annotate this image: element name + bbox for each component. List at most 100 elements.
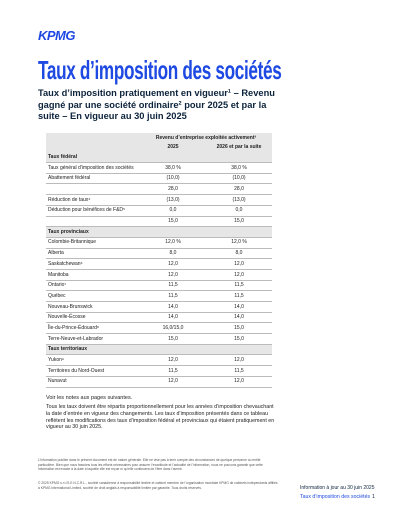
- rate-cell: 12,0: [206, 258, 272, 270]
- row: Déduction pour bénéfices de F&D⁵ 0,0 0,0: [46, 205, 272, 217]
- section-title: Taux fédéral: [46, 152, 272, 164]
- row-label: Nouvelle-Écosse: [46, 312, 140, 324]
- rate-cell: 14,0: [140, 312, 206, 324]
- section-row: Taux provinciaux: [46, 226, 272, 238]
- row-label: Déduction pour bénéfices de F&D⁵: [46, 205, 140, 217]
- row-label: Yukon⁹: [46, 354, 140, 367]
- rate-cell: 0,0: [140, 205, 206, 217]
- row-label: Manitoba: [46, 269, 140, 281]
- cell: [46, 133, 140, 143]
- rate-cell: 38,0 %: [140, 162, 206, 174]
- rate-cell: (10,0): [140, 173, 206, 185]
- row-label: Réduction de taux⁴: [46, 194, 140, 206]
- rate-cell: 15,0: [206, 322, 272, 335]
- rate-cell: 12,0: [140, 269, 206, 281]
- rate-cell: 14,0: [206, 301, 272, 313]
- see-notes: Voir les notes aux pages suivantes.: [46, 395, 133, 401]
- cell: [46, 183, 140, 196]
- rate-cell: 14,0: [140, 301, 206, 313]
- row: Nouvelle-Écosse 14,0 14,0: [46, 312, 272, 324]
- rate-cell: 38,0 %: [206, 162, 272, 174]
- row: Territoires du Nord-Ouest 11,5 11,5: [46, 365, 272, 377]
- copyright: © 2025 KPMG s.r.l./S.E.N.C.R.L., société…: [38, 481, 278, 490]
- section-row: Taux fédéral: [46, 152, 272, 164]
- row: 15,0 15,0: [46, 216, 272, 228]
- row: Yukon⁹ 12,0 12,0: [46, 354, 272, 367]
- rate-cell: 11,5: [206, 290, 272, 302]
- rate-cell: 12,0 %: [140, 237, 206, 249]
- rate-cell: (13,0): [140, 194, 206, 206]
- column-header: 2026 et par la suite: [206, 142, 272, 153]
- section-title: Taux provinciaux: [46, 226, 272, 238]
- row-label: Colombie-Britannique: [46, 237, 140, 249]
- row: Abattement fédéral (10,0) (10,0): [46, 173, 272, 185]
- row-label: Québec: [46, 290, 140, 302]
- row-label: Abattement fédéral: [46, 173, 140, 185]
- row: Ontario⁷ 11,5 11,5: [46, 280, 272, 292]
- rate-cell: 0,0: [206, 205, 272, 217]
- cell: [46, 216, 140, 228]
- footer-title: Taux d’imposition des sociétés: [300, 494, 371, 500]
- row: Réduction de taux⁴ (13,0) (13,0): [46, 194, 272, 206]
- row-label: Nunavut: [46, 376, 140, 388]
- row: Québec 11,5 11,5: [46, 290, 272, 302]
- group-header: Revenu d’entreprise exploitée activement…: [140, 133, 272, 143]
- rate-cell: 14,0: [206, 312, 272, 324]
- rate-cell: 15,0: [206, 333, 272, 345]
- rate-cell: 12,0: [206, 376, 272, 388]
- rate-cell: 12,0: [140, 376, 206, 388]
- row: Nunavut 12,0 12,0: [46, 376, 272, 388]
- rate-cell: 12,0: [206, 354, 272, 367]
- rate-cell: 11,5: [206, 365, 272, 377]
- footer-date: Information à jour au 30 juin 2025: [300, 485, 375, 491]
- row-label: Taux général d’imposition des sociétés: [46, 162, 140, 174]
- row: Alberta 8,0 8,0: [46, 248, 272, 260]
- rate-cell: 11,5: [140, 365, 206, 377]
- rate-cell: (13,0): [206, 194, 272, 206]
- row: Colombie-Britannique 12,0 % 12,0 %: [46, 237, 272, 249]
- row: Terre-Neuve-et-Labrador 15,0 15,0: [46, 333, 272, 345]
- column-header: 2025: [140, 142, 206, 153]
- disclaimer: L’information publiée dans le présent do…: [38, 458, 263, 471]
- row: 28,0 28,0: [46, 183, 272, 196]
- row-label: Terre-Neuve-et-Labrador: [46, 333, 140, 345]
- row: Île-du-Prince-Édouard⁸ 16,0/15,0 15,0: [46, 322, 272, 335]
- row: Taux général d’imposition des sociétés 38…: [46, 162, 272, 174]
- row-label: Alberta: [46, 248, 140, 260]
- rate-cell: 28,0: [206, 183, 272, 196]
- title: Taux d’imposition des sociétés: [38, 55, 282, 85]
- row-label: Île-du-Prince-Édouard⁸: [46, 322, 140, 335]
- rate-cell: 16,0/15,0: [140, 322, 206, 335]
- rate-cell: 11,5: [140, 280, 206, 292]
- rate-cell: (10,0): [206, 173, 272, 185]
- rate-cell: 12,0: [140, 354, 206, 367]
- rate-cell: 12,0 %: [206, 237, 272, 249]
- rate-cell: 8,0: [140, 248, 206, 260]
- header-row: Revenu d’entreprise exploitée activement…: [46, 133, 272, 143]
- row-label: Saskatchewan⁶: [46, 258, 140, 270]
- rate-cell: 15,0: [140, 216, 206, 228]
- rate-cell: 15,0: [206, 216, 272, 228]
- rate-cell: 12,0: [206, 269, 272, 281]
- table-body: Revenu d’entreprise exploitée activement…: [46, 133, 272, 388]
- section-title: Taux territoriaux: [46, 344, 272, 356]
- row-label: Nouveau-Brunswick: [46, 301, 140, 313]
- section-row: Taux territoriaux: [46, 344, 272, 356]
- row: Nouveau-Brunswick 14,0 14,0: [46, 301, 272, 313]
- rate-cell: 11,5: [206, 280, 272, 292]
- row: Manitoba 12,0 12,0: [46, 269, 272, 281]
- page-number: 1: [372, 494, 375, 500]
- rate-cell: 12,0: [140, 258, 206, 270]
- header-row: 2025 2026 et par la suite: [46, 142, 272, 153]
- subtitle: Taux d’imposition pratiquement en vigueu…: [38, 88, 275, 121]
- logo: KPMG: [38, 28, 76, 43]
- rate-cell: 11,5: [140, 290, 206, 302]
- rate-cell: 28,0: [140, 183, 206, 196]
- notes-paragraph: Tous les taux doivent être répartis prop…: [46, 404, 275, 431]
- row-label: Territoires du Nord-Ouest: [46, 365, 140, 377]
- rate-cell: 8,0: [206, 248, 272, 260]
- rates-table: Revenu d’entreprise exploitée activement…: [46, 133, 272, 388]
- rate-cell: 15,0: [140, 333, 206, 345]
